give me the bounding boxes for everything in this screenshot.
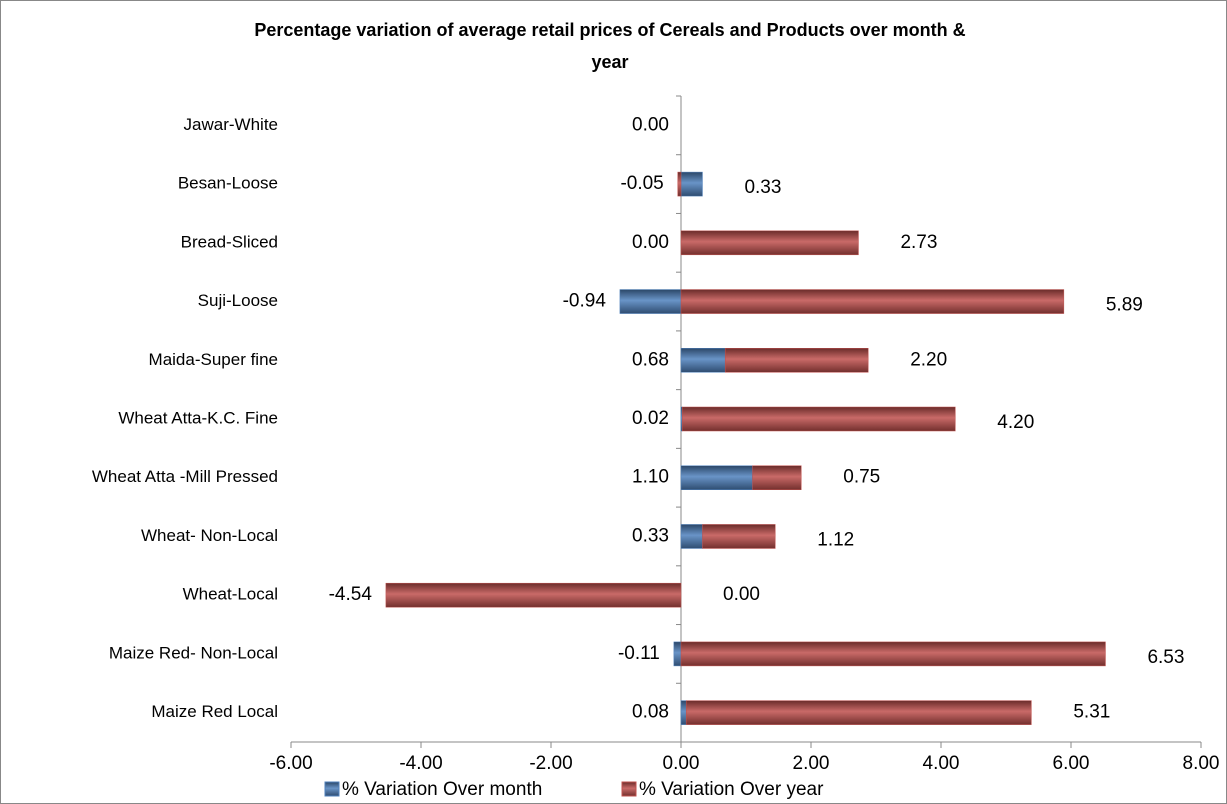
category-label: Wheat-Local — [183, 585, 278, 604]
category-label: Suji-Loose — [198, 291, 278, 310]
bar — [680, 700, 687, 725]
data-label: 0.08 — [632, 702, 669, 723]
data-label: 0.75 — [843, 467, 880, 488]
data-label: 2.73 — [900, 232, 937, 253]
data-label: 0.00 — [632, 114, 669, 135]
data-label: -0.11 — [618, 643, 660, 664]
bar — [680, 171, 703, 197]
bar — [385, 582, 682, 608]
data-label: 0.00 — [723, 584, 760, 605]
data-label: 2.20 — [910, 349, 947, 370]
data-label: 0.68 — [632, 349, 669, 370]
legend-swatch — [324, 781, 340, 797]
bar — [682, 406, 956, 432]
data-label: 1.10 — [632, 467, 669, 488]
bar — [680, 641, 1106, 667]
category-label: Wheat Atta -Mill Pressed — [92, 467, 278, 486]
x-tick-label: 6.00 — [1053, 753, 1090, 774]
x-tick-label: 8.00 — [1183, 753, 1220, 774]
bar — [724, 348, 869, 373]
chart-title: Percentage variation of average retail p… — [254, 20, 966, 72]
x-tick-label: -4.00 — [399, 753, 442, 774]
legend-label: % Variation Over year — [639, 779, 824, 800]
category-label: Maize Red Local — [151, 702, 278, 721]
data-label: 1.12 — [817, 529, 854, 550]
data-label: 0.33 — [632, 525, 669, 546]
category-label: Maida-Super fine — [149, 350, 278, 369]
data-label: 5.31 — [1073, 702, 1110, 723]
bar — [680, 230, 859, 256]
category-label: Bread-Sliced — [181, 232, 278, 251]
bar — [685, 700, 1032, 725]
category-label: Jawar-White — [184, 115, 278, 134]
bar — [677, 171, 682, 197]
x-tick-label: -6.00 — [269, 753, 312, 774]
category-label: Maize Red- Non-Local — [109, 643, 278, 662]
x-tick-label: -2.00 — [529, 753, 572, 774]
category-label: Besan-Loose — [178, 174, 278, 193]
x-tick-label: 4.00 — [923, 753, 960, 774]
data-label: 0.33 — [744, 177, 781, 198]
data-label: 6.53 — [1147, 647, 1184, 668]
data-label: -0.05 — [620, 173, 663, 194]
category-label: Wheat- Non-Local — [141, 526, 278, 545]
category-label: Wheat Atta-K.C. Fine — [118, 408, 278, 427]
bar — [752, 465, 802, 490]
bar — [702, 524, 776, 549]
legend-label: % Variation Over month — [342, 779, 542, 800]
x-tick-label: 2.00 — [793, 753, 830, 774]
data-label: 0.00 — [632, 232, 669, 253]
bar — [673, 641, 682, 667]
x-tick-label: 0.00 — [663, 753, 700, 774]
bar — [680, 465, 753, 490]
data-label: -0.94 — [563, 291, 607, 312]
data-label: 5.89 — [1106, 295, 1143, 316]
data-label: -4.54 — [329, 584, 373, 605]
data-label: 4.20 — [997, 412, 1034, 433]
bar — [619, 289, 682, 314]
legend-swatch — [621, 781, 637, 797]
bar — [680, 524, 703, 549]
data-label: 0.02 — [632, 408, 669, 429]
bar — [680, 289, 1065, 314]
bar — [680, 348, 726, 373]
